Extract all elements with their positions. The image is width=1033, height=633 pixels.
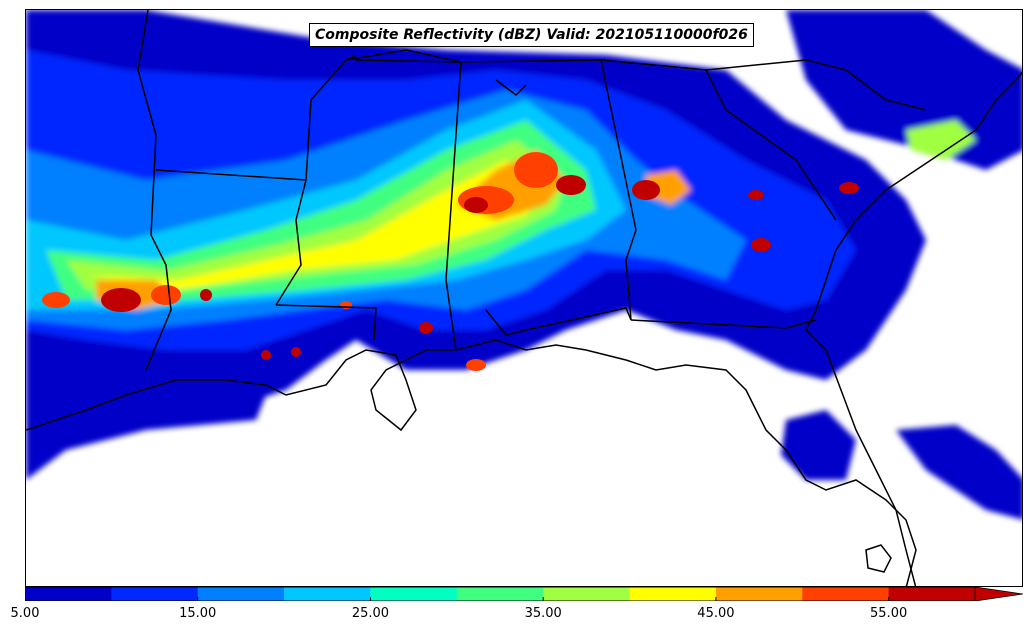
radar-map: Composite Reflectivity (dBZ) Valid: 2021… — [25, 9, 1023, 587]
core-central-4 — [464, 197, 488, 213]
echo-layer-orange-e — [646, 170, 691, 205]
state-border-ar-la — [155, 169, 307, 181]
core-ne-1 — [839, 182, 859, 194]
colorbar-extend-arrow — [974, 587, 1023, 601]
core-east-2 — [751, 238, 771, 252]
colorbar-tick-label: 5.00 — [10, 606, 40, 621]
coastline-fl-east — [805, 329, 917, 586]
colorbar-tick-label: 25.00 — [351, 606, 390, 621]
tn-river — [495, 79, 527, 96]
colorbar-segment — [629, 587, 717, 601]
core-central-3 — [556, 175, 586, 195]
core-west-2 — [151, 285, 181, 305]
core-sw-1 — [419, 322, 433, 334]
state-border-la-ms — [275, 304, 377, 341]
state-border-al-ga — [460, 59, 637, 321]
echo-region-east — [896, 425, 1022, 520]
colorbar-tick-label: 55.00 — [870, 606, 908, 621]
state-border-tn-north — [345, 49, 462, 63]
colorbar-tick-label: 15.00 — [179, 606, 217, 621]
colorbar-segment — [802, 587, 890, 601]
state-border-ms-al — [355, 59, 462, 351]
state-border-ms-river — [275, 179, 307, 306]
state-border-ga-fl — [630, 319, 817, 329]
coastline-atlantic — [805, 71, 1022, 331]
colorbar-segment — [456, 587, 544, 601]
state-border-ar-west — [137, 10, 172, 371]
core-central-2 — [514, 152, 558, 188]
coastline-gulf — [26, 339, 917, 586]
colorbar-segment — [888, 587, 976, 601]
colorbar-segment — [370, 587, 458, 601]
core-c-1 — [200, 289, 212, 301]
state-border-ga-sc — [600, 59, 837, 221]
echo-region-se — [781, 410, 856, 480]
map-title: Composite Reflectivity (dBZ) Valid: 2021… — [309, 23, 754, 47]
colorbar-segment — [715, 587, 803, 601]
colorbar-segment — [284, 587, 371, 601]
reflectivity-map-svg — [26, 10, 1022, 586]
state-border-al-fl — [485, 307, 632, 336]
lake-okeechobee — [865, 544, 892, 573]
colorbar-segment — [111, 587, 199, 601]
colorbar-segment — [25, 587, 112, 601]
core-west-1 — [101, 288, 141, 312]
echo-region-gulf — [26, 380, 266, 480]
core-east-1 — [632, 180, 660, 200]
echo-layer-yellowgreen — [66, 140, 566, 290]
reflectivity-cores — [42, 152, 859, 371]
boundaries — [26, 10, 1022, 586]
reflectivity-field — [26, 10, 1022, 520]
colorbar-tick-label: 35.00 — [524, 606, 562, 621]
state-border-ms-west — [305, 54, 357, 181]
core-west-3 — [42, 292, 70, 308]
echo-layer-yellowgreen-ne — [906, 120, 976, 160]
colorbar-tick-label: 45.00 — [697, 606, 735, 621]
state-border-nc-sc — [705, 59, 927, 111]
core-east-3 — [748, 190, 764, 200]
core-gulf-1 — [466, 359, 486, 371]
core-sw-2 — [261, 350, 271, 360]
colorbar-segment — [543, 587, 631, 601]
core-central-1 — [458, 186, 514, 214]
core-sw-3 — [291, 347, 301, 357]
colorbar-segment — [197, 587, 285, 601]
colorbar — [25, 587, 1023, 601]
